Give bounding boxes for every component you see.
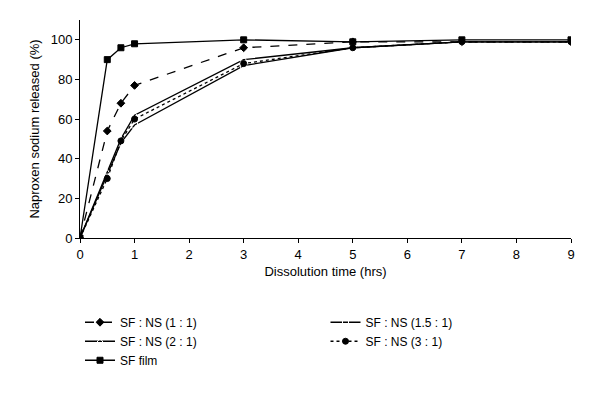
svg-text:Naproxen sodium released (%): Naproxen sodium released (%) bbox=[27, 39, 42, 218]
svg-text:2: 2 bbox=[185, 247, 192, 262]
svg-text:SF : NS (2 : 1): SF : NS (2 : 1) bbox=[120, 335, 197, 349]
svg-text:SF : NS (1 : 1): SF : NS (1 : 1) bbox=[120, 316, 197, 330]
svg-text:7: 7 bbox=[458, 247, 465, 262]
svg-text:SF film: SF film bbox=[120, 354, 157, 368]
svg-text:0: 0 bbox=[65, 231, 72, 246]
svg-text:Dissolution time (hrs): Dissolution time (hrs) bbox=[264, 264, 386, 279]
svg-text:1: 1 bbox=[131, 247, 138, 262]
svg-text:SF : NS (1.5 : 1): SF : NS (1.5 : 1) bbox=[366, 316, 453, 330]
svg-text:60: 60 bbox=[58, 112, 72, 127]
svg-text:40: 40 bbox=[58, 151, 72, 166]
svg-text:5: 5 bbox=[349, 247, 356, 262]
svg-text:SF : NS (3 : 1): SF : NS (3 : 1) bbox=[366, 335, 443, 349]
svg-text:4: 4 bbox=[295, 247, 302, 262]
svg-text:9: 9 bbox=[567, 247, 574, 262]
svg-text:80: 80 bbox=[58, 72, 72, 87]
svg-text:8: 8 bbox=[513, 247, 520, 262]
svg-text:20: 20 bbox=[58, 191, 72, 206]
svg-text:6: 6 bbox=[404, 247, 411, 262]
svg-text:100: 100 bbox=[51, 32, 73, 47]
svg-text:0: 0 bbox=[76, 247, 83, 262]
svg-text:3: 3 bbox=[240, 247, 247, 262]
